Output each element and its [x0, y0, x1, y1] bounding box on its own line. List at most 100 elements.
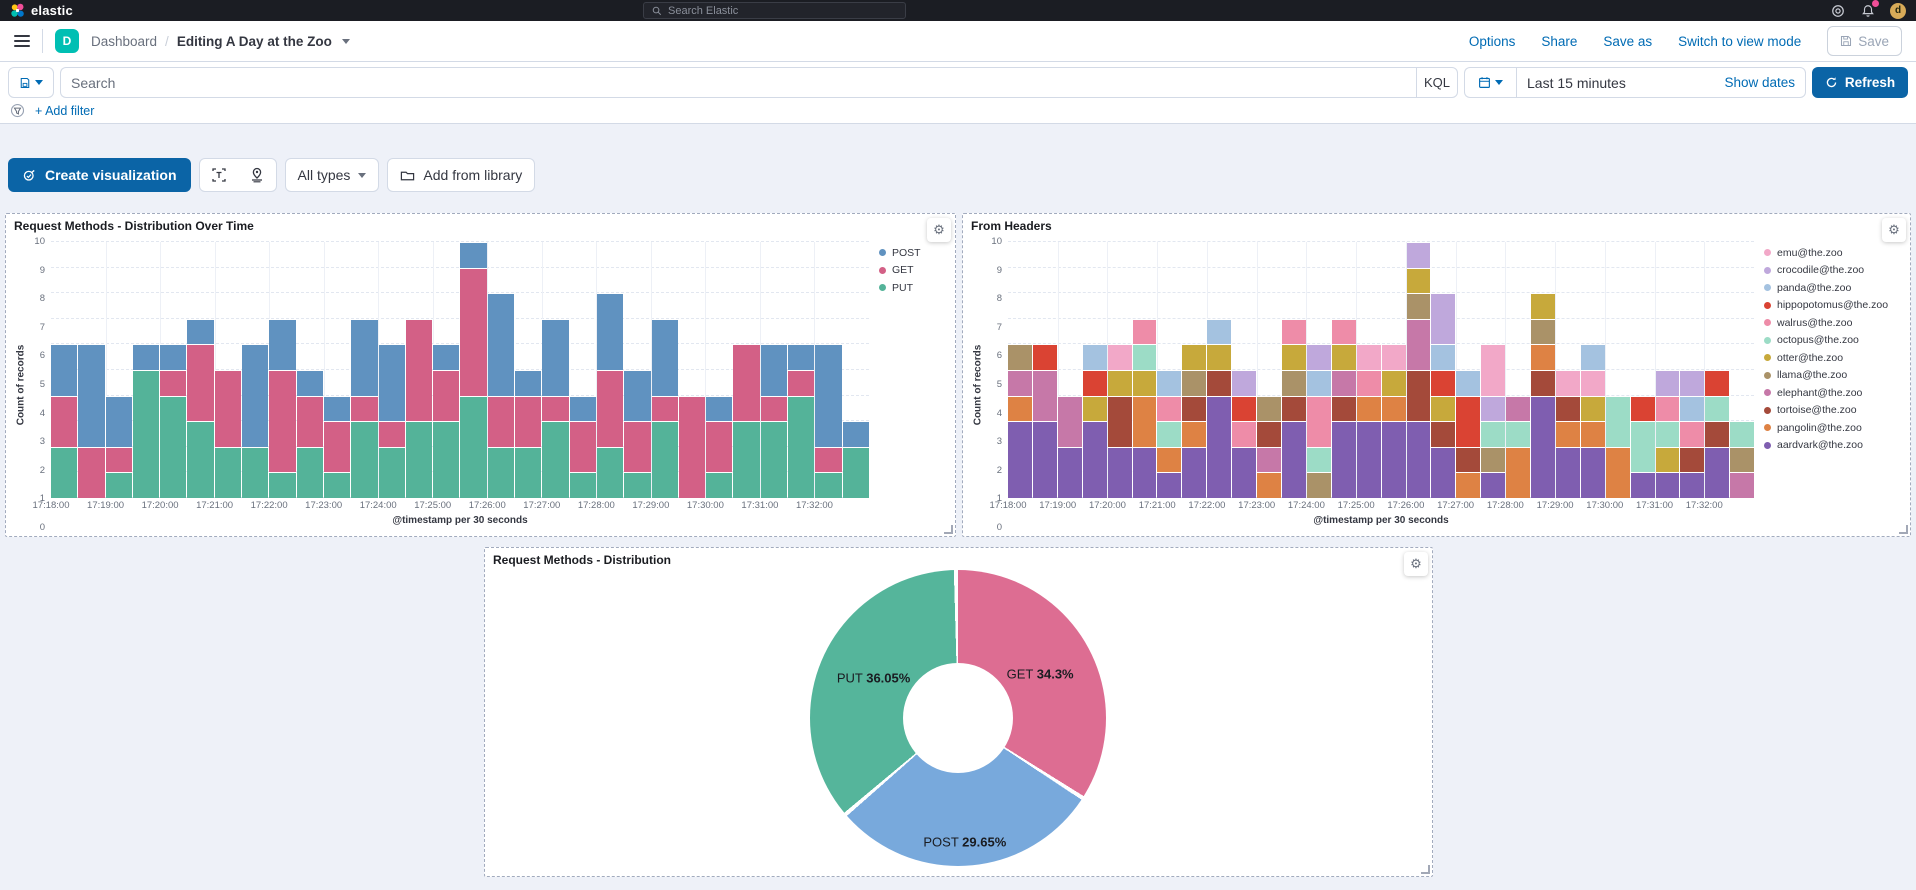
bar[interactable]: [242, 242, 269, 498]
bar[interactable]: [1555, 242, 1580, 498]
bar-segment[interactable]: [78, 446, 105, 498]
bar-segment[interactable]: [1406, 293, 1431, 319]
bar-segment[interactable]: [1207, 318, 1232, 345]
bar-segment[interactable]: [1431, 293, 1456, 345]
bar-segment[interactable]: [1306, 370, 1331, 396]
bar[interactable]: [460, 242, 487, 498]
elastic-logo[interactable]: elastic: [10, 3, 73, 18]
bar-segment[interactable]: [1232, 395, 1257, 422]
bar-segment[interactable]: [1730, 446, 1755, 473]
legend-item[interactable]: llama@the.zoo: [1764, 367, 1902, 385]
bar-segment[interactable]: [460, 242, 487, 268]
bar[interactable]: [678, 242, 706, 498]
bar[interactable]: [51, 242, 78, 498]
switch-view-mode-button[interactable]: Switch to view mode: [1678, 33, 1802, 49]
bar-segment[interactable]: [405, 421, 433, 498]
bar-segment[interactable]: [378, 446, 405, 498]
bar-segment[interactable]: [1705, 395, 1730, 422]
bar-segment[interactable]: [1132, 344, 1157, 370]
bar-segment[interactable]: [51, 446, 78, 498]
bar-segment[interactable]: [1705, 421, 1730, 447]
bar-segment[interactable]: [542, 421, 569, 498]
panel-settings-button[interactable]: ⚙: [1882, 218, 1906, 242]
bar-segment[interactable]: [1406, 370, 1431, 422]
bar[interactable]: [1580, 242, 1605, 498]
bar-segment[interactable]: [1680, 370, 1705, 396]
bar-segment[interactable]: [733, 344, 760, 422]
bar-segment[interactable]: [1506, 446, 1531, 498]
save-as-button[interactable]: Save as: [1603, 33, 1653, 49]
bar[interactable]: [1456, 242, 1481, 498]
bar[interactable]: [788, 242, 815, 498]
legend-item[interactable]: panda@the.zoo: [1764, 279, 1902, 297]
bar-segment[interactable]: [269, 318, 296, 370]
bar-segment[interactable]: [1580, 395, 1605, 422]
bar-segment[interactable]: [1132, 446, 1157, 498]
legend-item[interactable]: tortoise@the.zoo: [1764, 402, 1902, 420]
bar-segment[interactable]: [1531, 344, 1555, 370]
query-input[interactable]: Search: [60, 67, 1416, 98]
bar-segment[interactable]: [542, 395, 569, 422]
bar[interactable]: [296, 242, 323, 498]
bar-segment[interactable]: [569, 421, 596, 473]
bar-segment[interactable]: [1032, 370, 1057, 422]
bar-segment[interactable]: [788, 344, 815, 370]
bar[interactable]: [1431, 242, 1456, 498]
show-dates-button[interactable]: Show dates: [1724, 75, 1795, 90]
panel-resize-handle[interactable]: [1421, 865, 1430, 874]
filter-icon[interactable]: [10, 103, 25, 118]
bar-segment[interactable]: [569, 395, 596, 422]
bar-segment[interactable]: [542, 318, 569, 396]
bar-segment[interactable]: [842, 446, 869, 498]
bar[interactable]: [1406, 242, 1431, 498]
bar[interactable]: [187, 242, 214, 498]
save-button[interactable]: Save: [1827, 26, 1902, 56]
bar-segment[interactable]: [1281, 421, 1306, 498]
bar[interactable]: [1655, 242, 1680, 498]
bar[interactable]: [487, 242, 515, 498]
bar-segment[interactable]: [187, 344, 214, 422]
bar[interactable]: [1157, 242, 1182, 498]
bar-segment[interactable]: [351, 421, 378, 498]
bar-segment[interactable]: [1655, 446, 1680, 473]
bar-segment[interactable]: [1082, 395, 1107, 422]
bar-segment[interactable]: [1531, 318, 1555, 345]
bar[interactable]: [269, 242, 296, 498]
bar[interactable]: [132, 242, 160, 498]
bar[interactable]: [1605, 242, 1630, 498]
bar-segment[interactable]: [1730, 472, 1755, 498]
bar-segment[interactable]: [651, 421, 678, 498]
bar-segment[interactable]: [1506, 395, 1531, 422]
all-types-dropdown[interactable]: All types: [284, 158, 380, 192]
legend-item[interactable]: emu@the.zoo: [1764, 244, 1902, 262]
bar-segment[interactable]: [214, 370, 242, 447]
bar[interactable]: [214, 242, 242, 498]
bar-segment[interactable]: [323, 472, 351, 498]
bar-segment[interactable]: [1306, 344, 1331, 370]
bar-segment[interactable]: [1132, 395, 1157, 447]
add-map-button[interactable]: [238, 159, 276, 191]
bar-segment[interactable]: [1580, 344, 1605, 370]
bar[interactable]: [1506, 242, 1531, 498]
bar-segment[interactable]: [1232, 446, 1257, 498]
bar[interactable]: [378, 242, 405, 498]
bar-segment[interactable]: [733, 421, 760, 498]
bar-segment[interactable]: [1456, 472, 1481, 498]
bar[interactable]: [1107, 242, 1132, 498]
bar-segment[interactable]: [1107, 344, 1132, 370]
bar-segment[interactable]: [1157, 421, 1182, 447]
bar-segment[interactable]: [1456, 395, 1481, 447]
bar[interactable]: [1481, 242, 1506, 498]
bar[interactable]: [542, 242, 569, 498]
bar-segment[interactable]: [1730, 421, 1755, 447]
bar[interactable]: [760, 242, 788, 498]
bar[interactable]: [1182, 242, 1207, 498]
bar[interactable]: [706, 242, 733, 498]
bar-segment[interactable]: [296, 446, 323, 498]
bar-segment[interactable]: [1306, 395, 1331, 447]
bar-segment[interactable]: [596, 370, 624, 447]
bar-segment[interactable]: [1107, 395, 1132, 447]
bar-segment[interactable]: [1431, 344, 1456, 370]
options-button[interactable]: Options: [1468, 33, 1516, 49]
bar-segment[interactable]: [1630, 421, 1655, 473]
